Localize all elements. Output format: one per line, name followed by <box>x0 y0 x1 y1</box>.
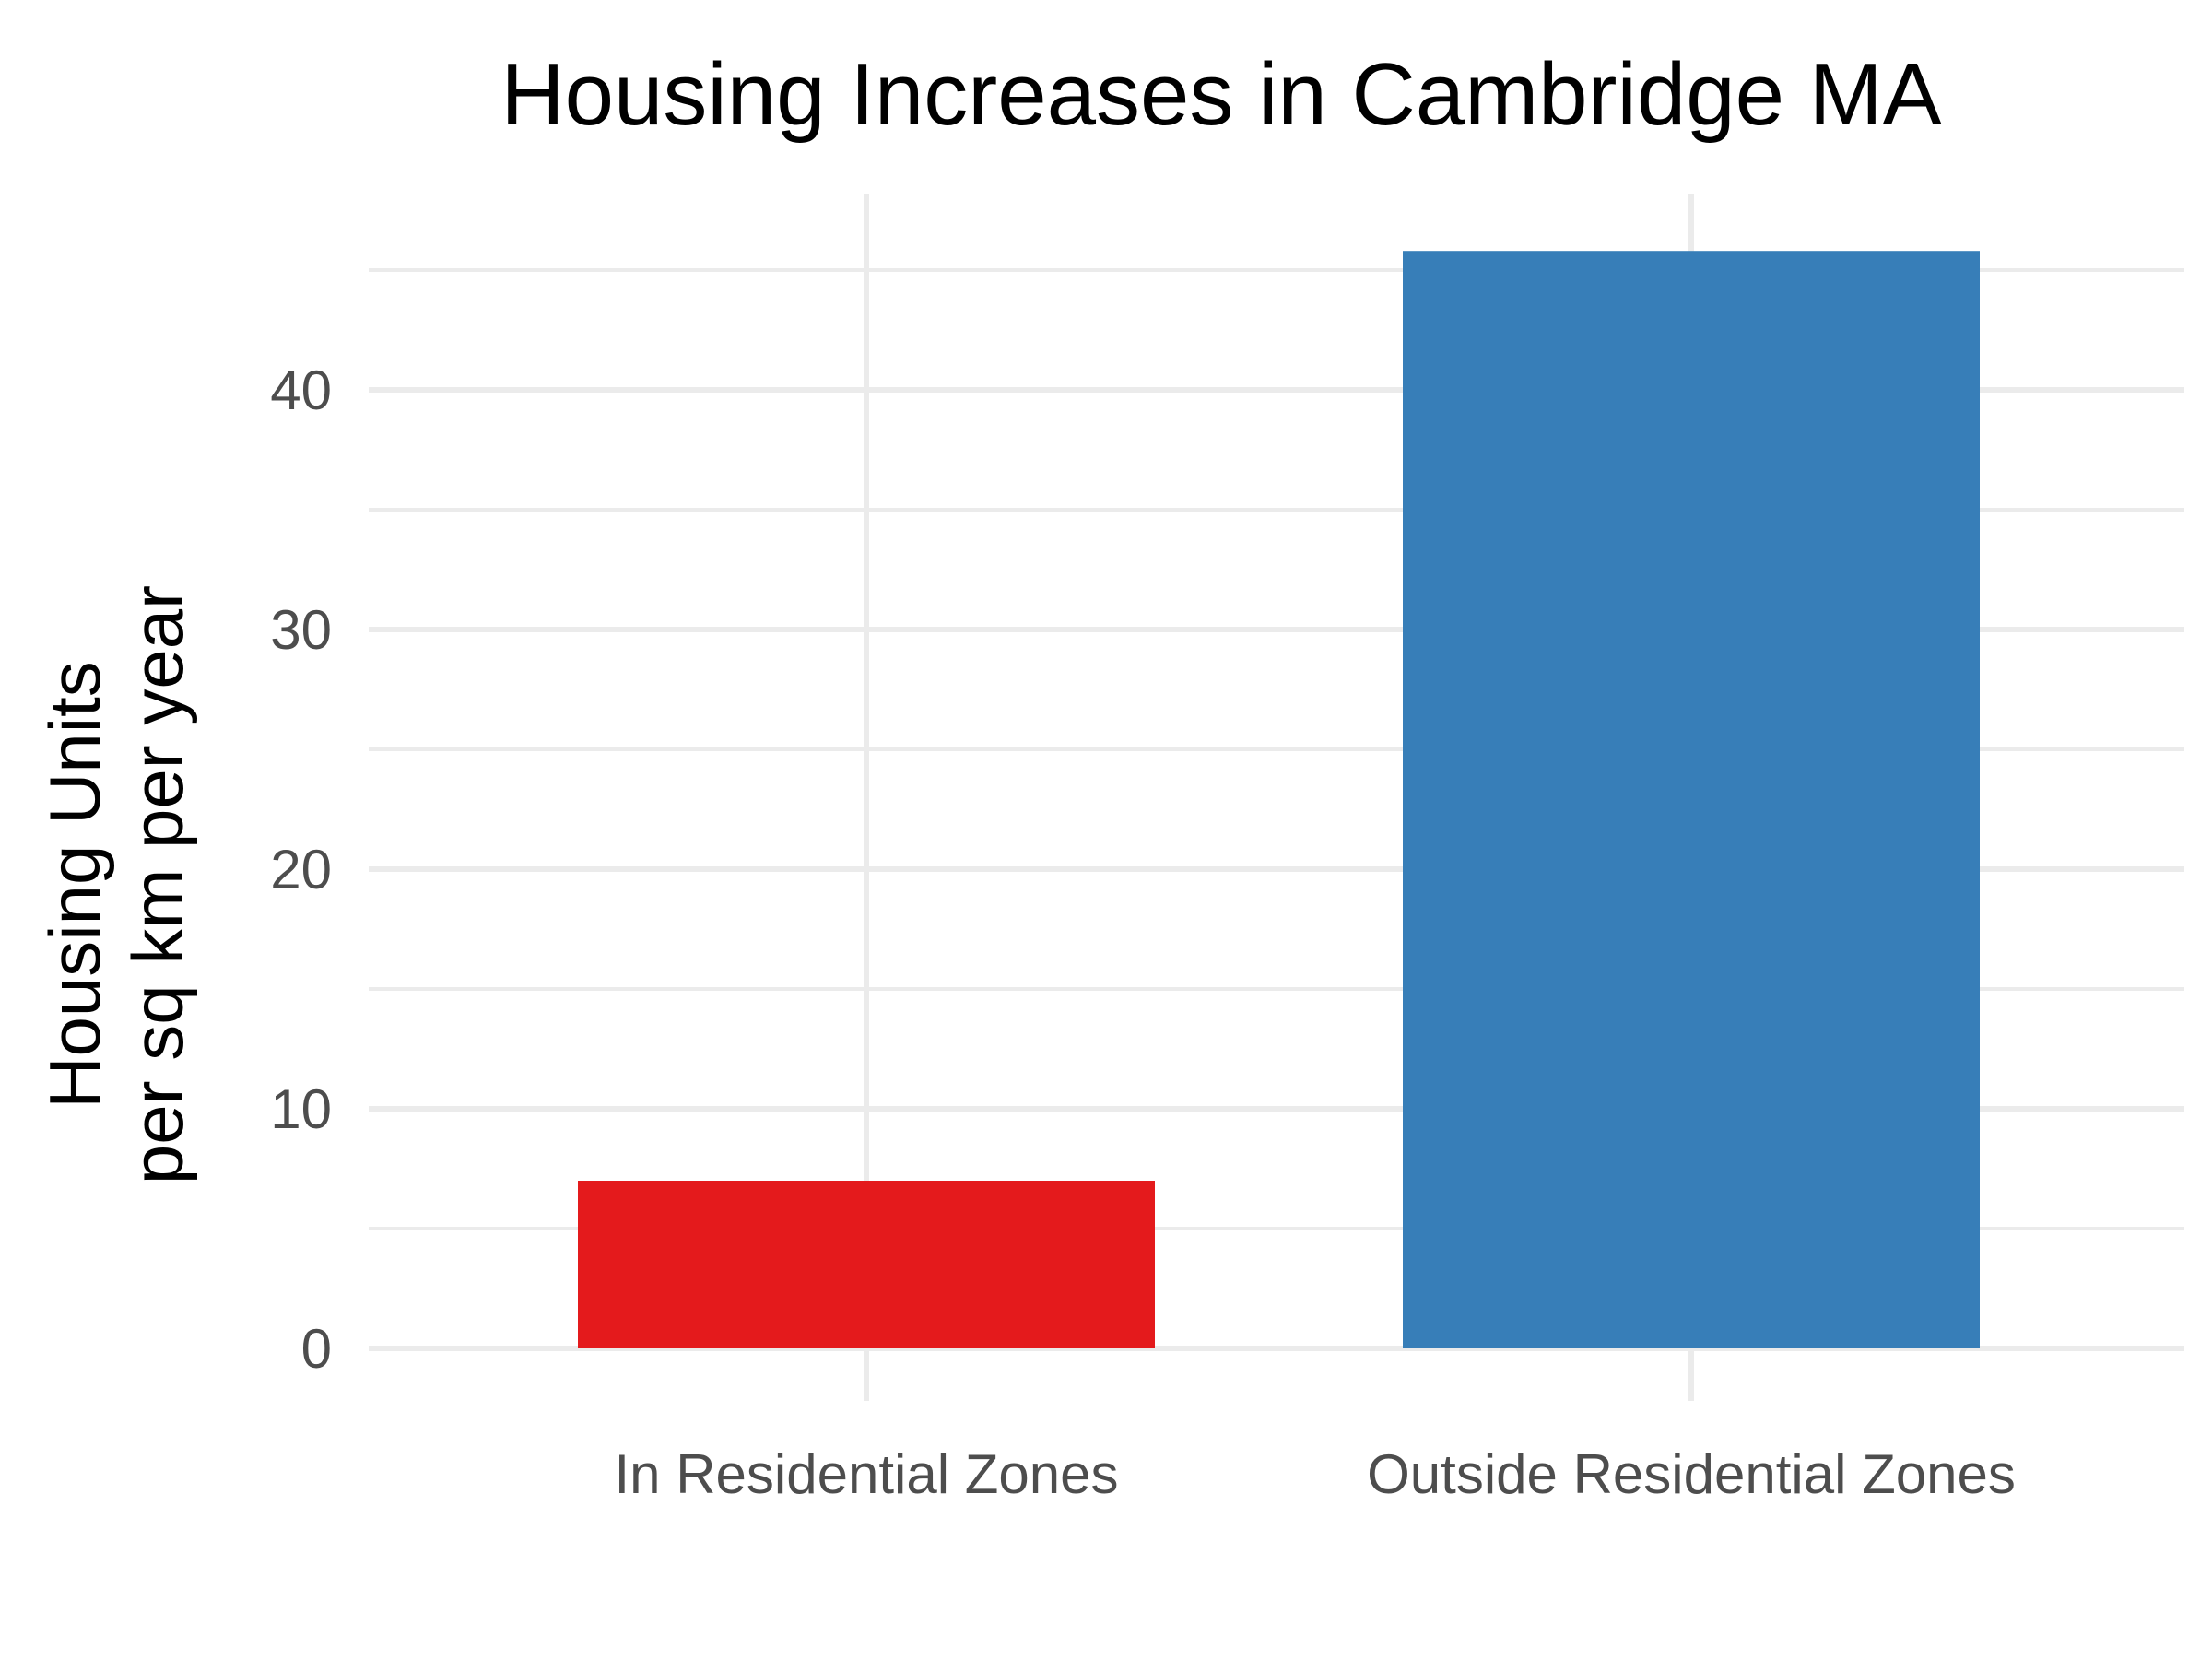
x-tick-label: Outside Residential Zones <box>1367 1443 2016 1505</box>
bars <box>578 251 1980 1349</box>
bar-2 <box>1403 251 1980 1349</box>
y-tick-label: 0 <box>301 1318 332 1380</box>
x-tick-label: In Residential Zones <box>615 1443 1119 1505</box>
y-axis-label: Housing Units per sq km per year <box>34 585 198 1184</box>
bar-1 <box>578 1181 1155 1348</box>
y-axis-label-line-1: Housing Units <box>34 661 115 1109</box>
y-axis-ticks: 0 10 20 30 40 <box>270 359 332 1380</box>
y-tick-label: 20 <box>270 839 332 900</box>
x-axis-ticks: In Residential Zones Outside Residential … <box>615 1443 2016 1505</box>
chart-title: Housing Increases in Cambridge MA <box>500 45 1941 144</box>
y-tick-label: 10 <box>270 1078 332 1140</box>
y-tick-label: 30 <box>270 599 332 661</box>
y-axis-label-line-2: per sq km per year <box>117 585 198 1184</box>
y-tick-label: 40 <box>270 359 332 421</box>
